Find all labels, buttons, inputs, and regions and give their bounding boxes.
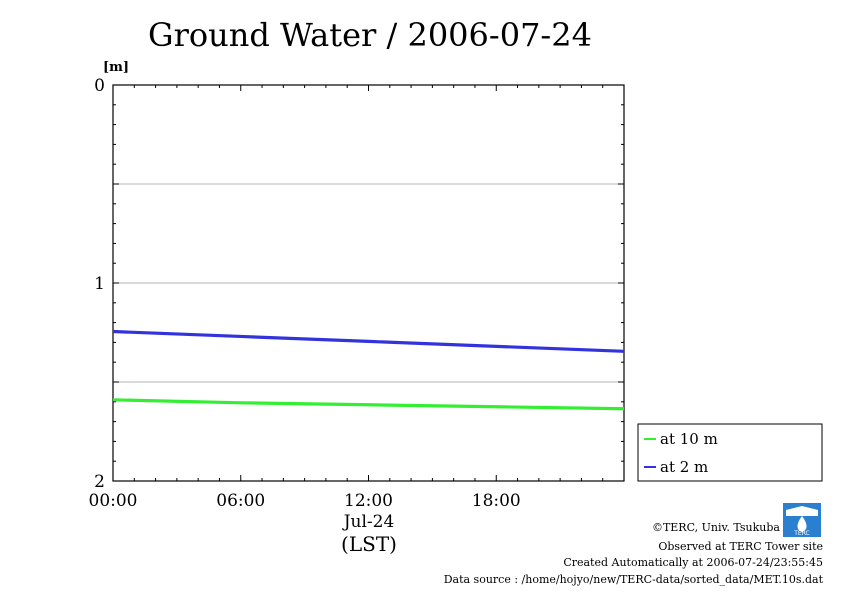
series-line-0 [112,398,625,411]
logo-text: TERC [793,530,810,537]
observed-text: Observed at TERC Tower site [658,540,823,553]
x-tick-label: 12:00 [344,491,393,511]
series-lines [112,329,625,411]
y-tick-label: 1 [94,274,105,294]
created-text: Created Automatically at 2006-07-24/23:5… [563,556,823,569]
y-tick-labels: 0 1 2 [94,76,105,492]
legend: at 10 m at 2 m [637,423,823,482]
legend-label: at 2 m [660,458,708,476]
terc-logo: TERC [783,503,821,537]
x-tick-labels: 00:00 06:00 12:00 18:00 [89,491,521,511]
legend-box [637,423,823,482]
x-tick-label: 06:00 [216,491,265,511]
series-line-1 [112,329,625,353]
y-tick-label: 0 [94,76,105,96]
x-tick-label: 00:00 [89,491,138,511]
chart-title: Ground Water / 2006-07-24 [148,16,592,54]
y-axis-label: [m] [103,60,129,75]
legend-label: at 10 m [660,430,718,448]
grid-lines [113,183,624,383]
date-label: Jul-24 [342,512,395,532]
copyright-text: ©TERC, Univ. Tsukuba [652,521,780,534]
x-tick-label: 18:00 [472,491,521,511]
x-axis-label: (LST) [341,532,397,556]
y-tick-label: 2 [94,472,105,492]
source-text: Data source : /home/hojyo/new/TERC-data/… [444,573,824,586]
axis-ticks [112,84,625,482]
